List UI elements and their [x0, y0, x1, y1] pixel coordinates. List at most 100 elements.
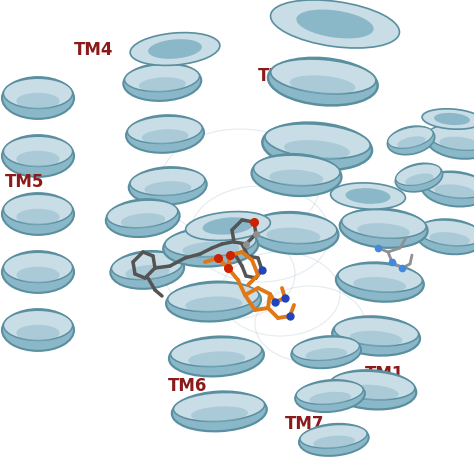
Ellipse shape: [186, 211, 270, 240]
Ellipse shape: [163, 227, 258, 266]
Ellipse shape: [262, 123, 372, 170]
Ellipse shape: [299, 424, 369, 456]
Ellipse shape: [434, 113, 470, 125]
Ellipse shape: [126, 115, 204, 153]
Text: TM1: TM1: [365, 365, 404, 383]
Ellipse shape: [251, 213, 337, 244]
Text: TM4: TM4: [73, 41, 113, 59]
Ellipse shape: [346, 385, 399, 400]
Ellipse shape: [330, 183, 405, 209]
Ellipse shape: [17, 209, 60, 225]
Ellipse shape: [2, 193, 74, 235]
Ellipse shape: [185, 296, 242, 312]
Ellipse shape: [2, 251, 74, 293]
Ellipse shape: [266, 228, 320, 244]
Ellipse shape: [166, 282, 261, 321]
Ellipse shape: [296, 381, 363, 404]
Ellipse shape: [3, 78, 73, 109]
Ellipse shape: [330, 371, 415, 400]
Ellipse shape: [336, 263, 424, 301]
Ellipse shape: [191, 406, 248, 422]
Ellipse shape: [130, 33, 220, 65]
Ellipse shape: [346, 188, 391, 204]
Ellipse shape: [435, 184, 474, 199]
Ellipse shape: [328, 370, 416, 410]
Ellipse shape: [110, 251, 184, 289]
Ellipse shape: [173, 392, 264, 421]
Text: R79: R79: [386, 239, 408, 249]
Ellipse shape: [182, 242, 239, 257]
Ellipse shape: [254, 155, 340, 186]
Ellipse shape: [17, 93, 60, 109]
Ellipse shape: [169, 337, 264, 376]
Ellipse shape: [128, 116, 202, 144]
Ellipse shape: [395, 164, 443, 192]
Ellipse shape: [248, 212, 338, 254]
Ellipse shape: [350, 331, 402, 346]
Ellipse shape: [300, 425, 367, 448]
Ellipse shape: [142, 129, 189, 144]
Ellipse shape: [111, 252, 182, 280]
Ellipse shape: [171, 337, 262, 366]
Ellipse shape: [405, 173, 434, 185]
Ellipse shape: [3, 310, 73, 340]
Ellipse shape: [252, 154, 341, 196]
Text: TM5: TM5: [5, 173, 44, 191]
Ellipse shape: [129, 167, 207, 205]
Ellipse shape: [271, 0, 400, 48]
Ellipse shape: [106, 199, 180, 237]
Ellipse shape: [3, 137, 73, 166]
Ellipse shape: [357, 223, 410, 238]
Ellipse shape: [334, 317, 419, 346]
Ellipse shape: [353, 277, 406, 292]
Ellipse shape: [123, 63, 201, 101]
Ellipse shape: [332, 316, 420, 356]
Ellipse shape: [145, 181, 191, 196]
Ellipse shape: [2, 309, 74, 351]
Ellipse shape: [2, 77, 74, 119]
Text: TM3: TM3: [258, 67, 298, 85]
Ellipse shape: [338, 264, 422, 292]
Ellipse shape: [121, 213, 165, 228]
Ellipse shape: [429, 232, 470, 246]
Ellipse shape: [130, 168, 205, 195]
Ellipse shape: [268, 58, 378, 105]
Ellipse shape: [290, 75, 356, 94]
Ellipse shape: [3, 252, 73, 283]
Ellipse shape: [265, 124, 370, 159]
Ellipse shape: [342, 210, 426, 238]
Ellipse shape: [416, 219, 474, 254]
Ellipse shape: [387, 126, 435, 155]
Ellipse shape: [125, 265, 170, 280]
Ellipse shape: [17, 151, 60, 167]
Ellipse shape: [397, 136, 426, 148]
Ellipse shape: [292, 337, 359, 360]
Ellipse shape: [309, 392, 351, 405]
Text: TM7: TM7: [284, 415, 324, 433]
Ellipse shape: [388, 127, 433, 148]
Ellipse shape: [107, 200, 178, 228]
Ellipse shape: [188, 351, 245, 367]
Ellipse shape: [396, 164, 441, 185]
Ellipse shape: [17, 325, 60, 341]
Ellipse shape: [305, 348, 347, 361]
Ellipse shape: [125, 64, 200, 91]
Ellipse shape: [202, 218, 254, 235]
Ellipse shape: [296, 9, 374, 38]
Ellipse shape: [271, 59, 376, 94]
Ellipse shape: [291, 336, 361, 368]
Ellipse shape: [148, 39, 202, 59]
Ellipse shape: [418, 220, 474, 246]
Ellipse shape: [139, 77, 186, 92]
Text: T: T: [443, 136, 455, 154]
Ellipse shape: [269, 170, 323, 186]
Ellipse shape: [422, 109, 474, 129]
Ellipse shape: [168, 283, 259, 311]
Ellipse shape: [428, 125, 474, 150]
Ellipse shape: [172, 392, 267, 431]
Ellipse shape: [284, 140, 350, 159]
Ellipse shape: [313, 436, 355, 448]
Ellipse shape: [165, 228, 256, 257]
Ellipse shape: [2, 135, 74, 177]
Ellipse shape: [340, 209, 428, 248]
